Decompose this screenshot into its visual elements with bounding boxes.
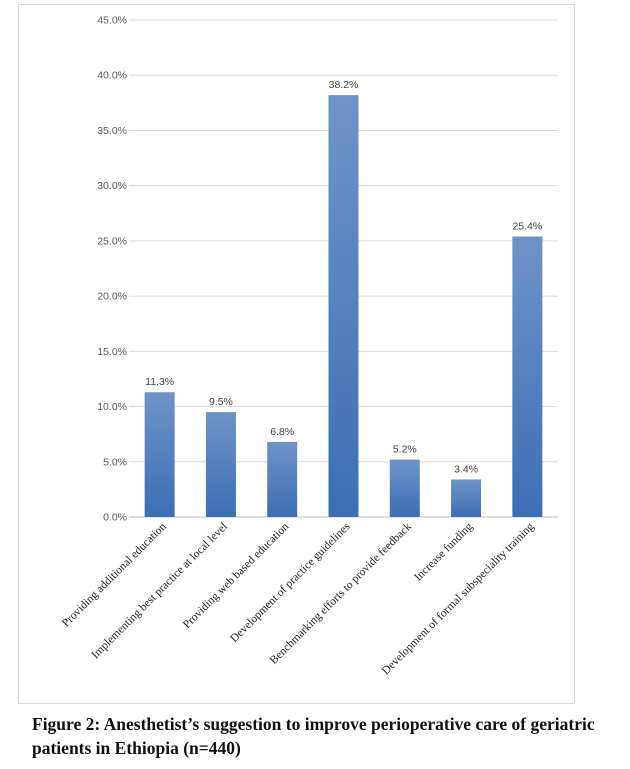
x-category-label: Development of practice guidelines (228, 520, 353, 645)
x-category-label: Increase funding (412, 520, 475, 583)
data-label: 9.5% (209, 396, 233, 408)
y-tick-label: 40.0% (97, 70, 127, 82)
bar (144, 392, 175, 517)
y-tick-label: 25.0% (97, 235, 127, 247)
y-tick-label: 10.0% (97, 401, 127, 413)
data-label: 3.4% (454, 463, 478, 475)
bars (144, 95, 543, 517)
figure-caption: Figure 2: Anesthetist’s suggestion to im… (32, 714, 595, 758)
data-label: 11.3% (145, 376, 174, 388)
y-axis-ticks: 0.0% 5.0% 10.0% 15.0% 20.0% 25.0% 30.0% 35.0% 40… (97, 15, 127, 524)
y-tick-label: 30.0% (97, 180, 127, 192)
data-label: 5.2% (393, 444, 417, 456)
bar-chart: 0.0% 5.0% 10.0% 15.0% 20.0% 25.0% 30.0% 35.0% 40… (60, 15, 558, 677)
y-tick-label: 20.0% (97, 291, 127, 303)
gridlines (129, 19, 558, 518)
x-category-label: Implementing best practice at local leve… (89, 521, 230, 662)
bar (512, 236, 543, 517)
y-tick-label: 15.0% (97, 346, 127, 358)
bar (328, 95, 359, 517)
bar (389, 459, 420, 517)
y-tick-label: 5.0% (103, 456, 127, 468)
chart-frame (18, 4, 575, 704)
x-category-label: Benchmarking efforts to provide feedback (268, 520, 414, 666)
y-tick-label: 35.0% (97, 125, 127, 137)
x-axis-categories: Providing additional educationImplementi… (60, 520, 537, 677)
data-label: 25.4% (512, 220, 542, 232)
data-label: 38.2% (329, 79, 359, 91)
y-tick-label: 0.0% (103, 512, 127, 524)
y-tick-label: 45.0% (97, 15, 127, 27)
bar (451, 479, 482, 517)
x-category-label: Providing additional education (60, 520, 169, 629)
data-label: 6.8% (270, 426, 294, 438)
x-category-label: Providing web based education (181, 520, 292, 631)
bar (205, 412, 236, 517)
data-labels: 11.3% 9.5% 6.8% 38.2% 5.2% 3.4% 25.4% (145, 79, 542, 475)
bar (267, 441, 298, 517)
